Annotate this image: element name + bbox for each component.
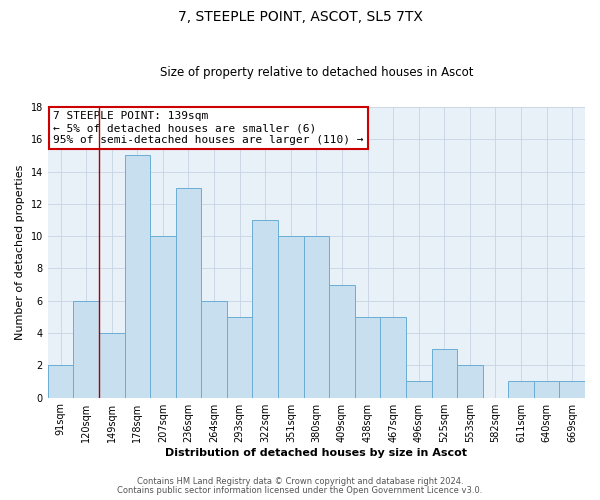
X-axis label: Distribution of detached houses by size in Ascot: Distribution of detached houses by size … xyxy=(166,448,467,458)
Bar xyxy=(73,300,99,398)
Bar xyxy=(201,300,227,398)
Bar xyxy=(150,236,176,398)
Bar xyxy=(176,188,201,398)
Bar xyxy=(99,333,125,398)
Bar xyxy=(304,236,329,398)
Bar xyxy=(253,220,278,398)
Bar xyxy=(431,349,457,398)
Text: Contains public sector information licensed under the Open Government Licence v3: Contains public sector information licen… xyxy=(118,486,482,495)
Bar xyxy=(278,236,304,398)
Bar xyxy=(508,382,534,398)
Bar xyxy=(355,317,380,398)
Bar xyxy=(48,366,73,398)
Bar xyxy=(227,317,253,398)
Title: Size of property relative to detached houses in Ascot: Size of property relative to detached ho… xyxy=(160,66,473,80)
Text: 7 STEEPLE POINT: 139sqm
← 5% of detached houses are smaller (6)
95% of semi-deta: 7 STEEPLE POINT: 139sqm ← 5% of detached… xyxy=(53,112,364,144)
Text: Contains HM Land Registry data © Crown copyright and database right 2024.: Contains HM Land Registry data © Crown c… xyxy=(137,477,463,486)
Bar xyxy=(380,317,406,398)
Y-axis label: Number of detached properties: Number of detached properties xyxy=(15,164,25,340)
Bar xyxy=(559,382,585,398)
Bar xyxy=(457,366,482,398)
Bar xyxy=(125,156,150,398)
Bar xyxy=(534,382,559,398)
Bar xyxy=(329,284,355,398)
Text: 7, STEEPLE POINT, ASCOT, SL5 7TX: 7, STEEPLE POINT, ASCOT, SL5 7TX xyxy=(178,10,422,24)
Bar xyxy=(406,382,431,398)
